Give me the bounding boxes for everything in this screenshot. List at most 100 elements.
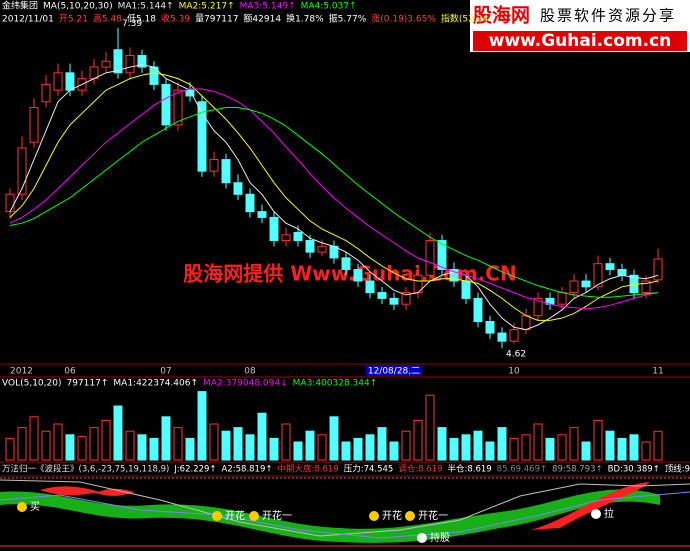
ma-line: [9, 88, 659, 310]
volume-bar: [221, 430, 231, 461]
info-item: 2012/11/01: [2, 15, 54, 25]
candle-body: [293, 231, 303, 242]
indicator-line: [0, 491, 690, 539]
signal-icon: [17, 502, 27, 512]
signal-label: 开花一: [262, 509, 292, 522]
candle-body: [401, 292, 411, 305]
volume-bar: [461, 434, 471, 461]
volume-legend: MA3:400328.344↑: [293, 379, 378, 389]
candle-body: [449, 268, 459, 282]
logo-slogan: 股票软件资源分享: [540, 7, 676, 25]
volume-bar: [485, 441, 495, 461]
volume-legend: 797117↑: [66, 379, 108, 389]
volume-bar: [257, 412, 267, 461]
volume-legend: MA2:379048.094↓: [203, 379, 288, 389]
legend-entry: MA2:5.217↑: [179, 2, 235, 12]
volume-bar: [557, 434, 567, 461]
volume-bar: [41, 430, 51, 461]
candle-body: [497, 332, 507, 342]
candle-body: [281, 234, 291, 242]
volume-bar: [353, 437, 363, 461]
indicator-legend: 半仓:8.619: [448, 464, 492, 475]
indicator-legend: 顶线:98: [665, 464, 690, 475]
x-tick-label: 10: [508, 367, 520, 377]
volume-bar: [173, 427, 183, 461]
volume-bar: [509, 437, 519, 461]
indicator-legend: 万法归一《波段王》(3,6,-23,75,19,118,9): [2, 464, 169, 475]
volume-legend: MA1:422374.406↑: [113, 379, 198, 389]
volume-bar: [341, 441, 351, 461]
volume-bar: [473, 430, 483, 461]
volume-bar: [413, 419, 423, 461]
volume-bar: [209, 423, 219, 461]
x-tick-label: 2012: [10, 367, 33, 377]
volume-bar: [149, 437, 159, 461]
candle-body: [113, 49, 123, 74]
info-item: 振5.77%: [329, 13, 367, 25]
info-item: 低5.18: [127, 13, 156, 25]
signal-label: 开花: [225, 509, 245, 522]
x-tick-highlight: [365, 365, 423, 376]
candle-body: [353, 268, 363, 282]
candle-body: [605, 263, 615, 270]
x-tick-label: 08: [244, 367, 256, 377]
signal-icon: [249, 511, 259, 521]
legend-entry: MA3:5.149↑: [240, 2, 296, 12]
info-item: 涨(0.19)3.65%: [371, 14, 436, 25]
indicator-legend: 89:58.793↑: [552, 465, 603, 475]
volume-bar: [317, 434, 327, 461]
candle-body: [557, 292, 567, 305]
candle-body: [461, 280, 471, 299]
volume-bar: [653, 430, 663, 461]
volume-bar: [53, 423, 63, 461]
candle-body: [425, 240, 435, 276]
indicator-shapes: [0, 477, 690, 547]
candle-body: [377, 292, 387, 299]
volume-bar: [233, 427, 243, 461]
volume-bar: [137, 434, 147, 461]
indicator-legend: J:62.229↑: [173, 465, 216, 475]
candle-body: [257, 211, 267, 218]
info-item: 开5.21: [59, 14, 88, 25]
indicator-line: [0, 479, 690, 537]
volume-bar: [269, 437, 279, 461]
candle-body: [161, 83, 171, 126]
indicator-legend: A2:58.819↑: [222, 465, 273, 475]
candle-body: [509, 329, 519, 342]
legend-entry: 金纬集团: [2, 0, 38, 12]
volume-bar: [365, 434, 375, 461]
candle-body: [581, 280, 591, 288]
candle-body: [305, 240, 315, 253]
legend-entry: MA1:5.144↑: [118, 2, 174, 12]
band-red: [40, 486, 100, 496]
candle-body: [29, 107, 39, 143]
candle-body: [269, 216, 279, 242]
volume-bar: [377, 427, 387, 461]
volume-bar: [593, 419, 603, 461]
info-item: 收5.39: [161, 13, 190, 25]
candle-body: [209, 159, 219, 172]
signal-icon: [212, 511, 222, 521]
candle-body: [569, 280, 579, 294]
candle-body: [65, 72, 75, 91]
volume-bar: [497, 427, 507, 461]
volume-bar: [281, 423, 291, 461]
volume-legend: VOL(5,10,20): [2, 379, 61, 389]
candle-body: [365, 280, 375, 294]
volume-bar: [305, 430, 315, 461]
ma-line: [9, 107, 659, 298]
logo-name: 股海网: [473, 4, 530, 27]
info-item: 换1.78%: [286, 13, 324, 25]
volume-bar: [293, 441, 303, 461]
candle-body: [485, 321, 495, 334]
volume-bar: [29, 416, 39, 461]
candle-body: [617, 268, 627, 276]
signal-label: 开花一: [418, 509, 448, 522]
volume-bar: [545, 437, 555, 461]
candle-body: [53, 72, 63, 91]
x-tick-label: 12/08/28,二: [368, 367, 420, 377]
indicator-legend: BD:30.389↑: [608, 465, 660, 475]
candle-body: [653, 258, 663, 281]
candle-body: [521, 315, 531, 331]
